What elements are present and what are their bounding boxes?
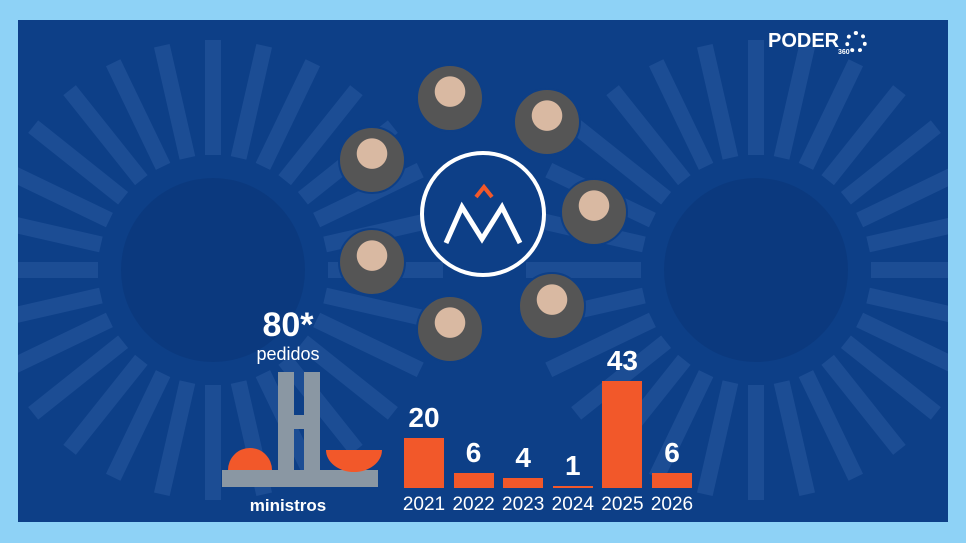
data-label: 6	[465, 437, 482, 469]
sunburst-logo-icon	[844, 30, 867, 53]
minister-photo	[416, 295, 484, 363]
sunburst-ray	[154, 43, 196, 160]
brand-logo: PODER 360	[768, 30, 867, 56]
sunburst-ray	[697, 43, 739, 160]
center-logo	[420, 151, 546, 277]
sunburst-ray	[648, 370, 714, 481]
sunburst-ray	[18, 312, 113, 373]
sunburst-ray	[840, 335, 941, 420]
sunburst-ray	[648, 59, 714, 170]
brand-sub: 360	[838, 49, 850, 56]
total-label: pedidos	[256, 344, 320, 364]
sunburst-ray	[798, 59, 864, 170]
minister-photo	[560, 178, 628, 246]
sunburst-ray	[697, 380, 739, 497]
sunburst-ray	[571, 120, 672, 205]
data-label: 6	[664, 437, 680, 469]
x-tick-label: 2024	[551, 494, 594, 515]
sunburst-ray	[821, 354, 906, 455]
ministers-label: ministros	[249, 496, 327, 515]
sunburst-ray	[105, 370, 171, 481]
bar-2024	[552, 485, 593, 488]
x-tick-label: 2021	[402, 494, 446, 515]
sunburst-ray	[798, 370, 864, 481]
sunburst-ray	[866, 287, 948, 323]
sunburst-ray	[545, 312, 656, 378]
bar-2025	[602, 380, 643, 488]
x-tick-label: 2025	[601, 494, 644, 515]
sunburst-ray	[154, 380, 196, 497]
sunburst-ray	[63, 354, 148, 455]
minister-photo	[513, 88, 581, 156]
minister-photo	[338, 228, 406, 296]
sunburst-ray	[28, 120, 129, 205]
sunburst-ray	[773, 380, 815, 497]
total-count: 80*	[262, 306, 314, 344]
m-logo-icon	[443, 183, 523, 245]
data-label: 20	[408, 402, 440, 434]
sunburst-ray	[278, 85, 363, 186]
sunburst-ray	[105, 59, 171, 170]
x-tick-label: 2022	[452, 494, 495, 515]
infographic-panel: PODER 360 80* pedidos ministros 20 2021 6 2…	[18, 20, 948, 522]
sunburst-ray	[18, 167, 113, 228]
x-tick-label: 2023	[502, 494, 545, 515]
minister-photo	[416, 64, 484, 132]
data-label: 1	[565, 449, 581, 481]
sunburst-ray	[856, 312, 948, 372]
minister-photo	[518, 272, 586, 340]
bar-2023	[503, 478, 544, 488]
bar-2022	[453, 473, 494, 488]
sunburst-ray	[821, 85, 906, 186]
x-tick-label: 2026	[650, 494, 694, 515]
sunburst-ray	[255, 59, 321, 170]
minister-photo	[338, 126, 406, 194]
data-label: 4	[515, 442, 531, 474]
sunburst-ray	[866, 217, 948, 253]
sunburst-ray	[18, 287, 103, 323]
bar-2021	[404, 438, 444, 488]
sunburst-ray	[606, 85, 691, 186]
bar-2026	[652, 473, 692, 488]
data-label: 43	[606, 344, 638, 376]
sunburst-ray	[63, 85, 148, 186]
sunburst-ray	[856, 168, 948, 228]
sunburst-ray	[840, 120, 941, 205]
sunburst-ray	[297, 335, 398, 420]
sunburst-ray	[313, 312, 424, 378]
sunburst-ray	[278, 354, 363, 455]
sunburst-ray	[313, 162, 424, 228]
congress-icon	[222, 372, 382, 487]
sunburst-ray	[230, 43, 272, 160]
sunburst-ray	[571, 335, 672, 420]
brand-name: PODER	[768, 30, 840, 52]
sunburst-ray	[18, 217, 103, 253]
sunburst-ray	[773, 43, 815, 160]
sunburst-ray	[28, 335, 129, 420]
